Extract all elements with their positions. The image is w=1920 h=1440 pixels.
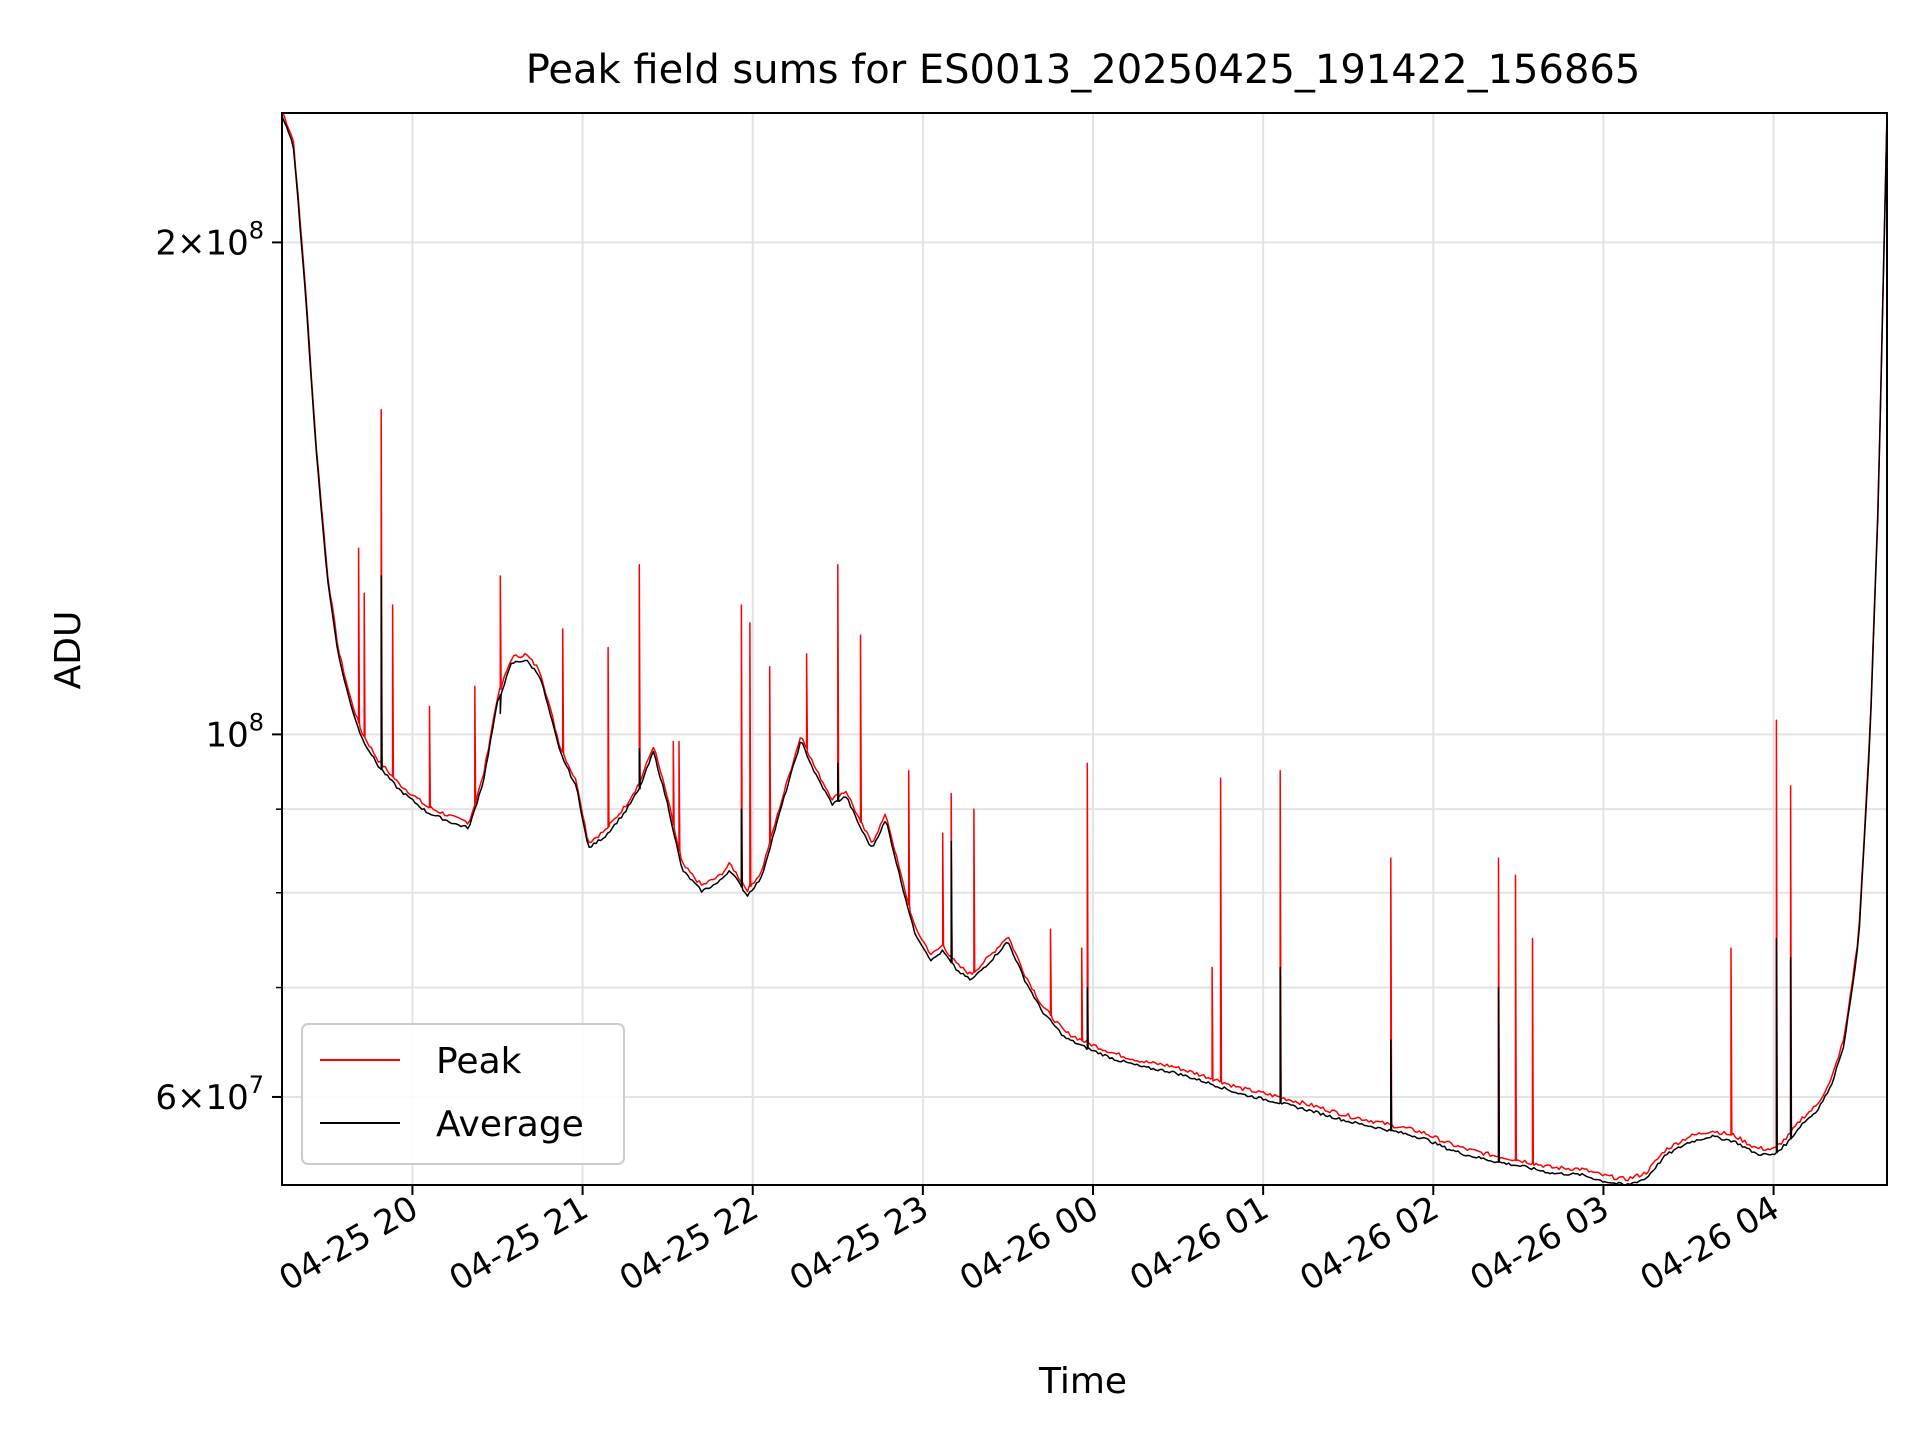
y-tick-label: 6×107: [155, 1071, 264, 1118]
plot-lines: [281, 112, 1888, 1186]
legend-label-average: Average: [436, 1104, 584, 1145]
y-axis: 2×108 108 6×107: [155, 216, 282, 1118]
legend-label-peak: Peak: [436, 1041, 522, 1082]
chart-title: Peak field sums for ES0013_20250425_1914…: [526, 47, 1641, 93]
x-axis-label: Time: [1038, 1361, 1127, 1402]
legend: Peak Average: [301, 1023, 625, 1165]
plot-frame: [281, 112, 1888, 1186]
series-peak-line: [281, 112, 1888, 1182]
series-average-line: [281, 115, 1888, 1186]
y-axis-label: ADU: [48, 611, 89, 690]
y-tick-label: 2×108: [155, 216, 264, 263]
y-tick-label: 108: [205, 708, 264, 755]
